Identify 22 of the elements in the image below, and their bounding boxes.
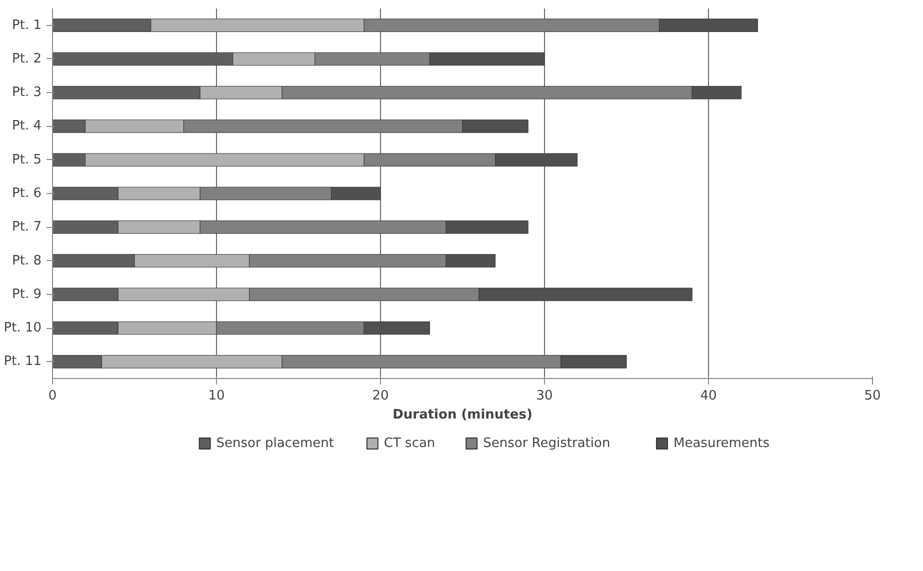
- y-tick-label: Pt. 3: [12, 85, 42, 100]
- y-tick-label: Pt. 5: [12, 152, 42, 168]
- legend-label: Measurements: [674, 436, 770, 451]
- y-tick-label: Pt. 10: [4, 320, 42, 336]
- y-tick-label: Pt. 9: [12, 286, 42, 302]
- y-tick-label: Pt. 4: [12, 118, 42, 134]
- y-tick-label: Pt. 2: [12, 51, 42, 66]
- y-tick-label: Pt. 7: [12, 220, 42, 235]
- y-tick-label: Pt. 11: [4, 354, 42, 370]
- legend-label: Sensor placement: [216, 436, 334, 451]
- x-tick-label: 40: [700, 388, 717, 404]
- y-tick-label: Pt. 8: [12, 253, 42, 268]
- y-tick-label: Pt. 6: [12, 186, 42, 201]
- x-tick-label: 10: [208, 388, 225, 404]
- x-tick-label: 50: [864, 388, 881, 404]
- x-axis-title: Duration (minutes): [392, 408, 532, 422]
- legend-label: Sensor Registration: [483, 436, 610, 451]
- x-tick-label: 0: [48, 388, 57, 404]
- legend-label: CT scan: [384, 436, 436, 451]
- x-tick-label: 30: [536, 388, 553, 404]
- y-tick-label: Pt. 1: [12, 18, 42, 33]
- x-tick-label: 20: [372, 388, 389, 404]
